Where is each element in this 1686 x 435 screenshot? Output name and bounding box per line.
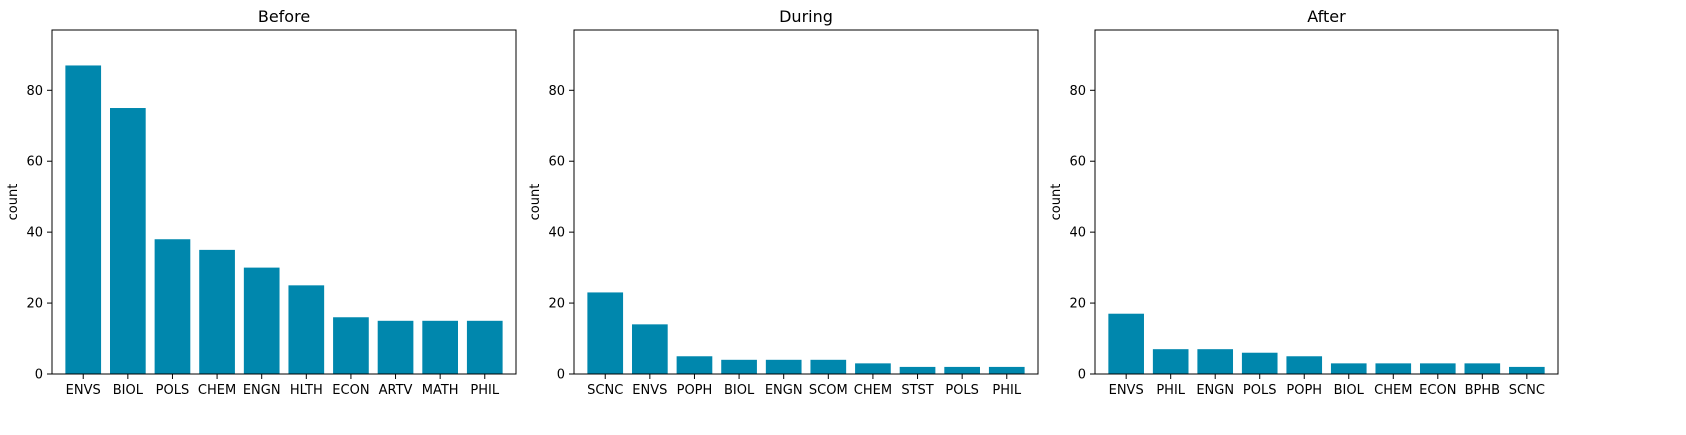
y-tick-label: 40 [548, 226, 565, 241]
y-tick-label: 80 [26, 84, 43, 99]
bar-chem [199, 249, 235, 374]
x-tick-label: BIOL [113, 383, 144, 398]
x-tick-label: SCNC [587, 383, 623, 398]
x-tick-label: ENVS [632, 383, 667, 398]
bar-artv [377, 320, 414, 374]
x-tick-label: POLS [1243, 383, 1277, 398]
y-tick-label: 20 [26, 297, 43, 312]
chart-panel-before: 0 20 40 60 80 ENVS BIOL POLS CHEM ENGN HLTH ECON ART… [6, 7, 517, 398]
bar-hlth [288, 285, 325, 374]
bar-chem [1375, 363, 1412, 374]
x-tick-label: POPH [1286, 383, 1322, 398]
x-tick-label: POLS [945, 383, 979, 398]
y-tick-label: 0 [557, 368, 565, 383]
x-tick-label: ECON [332, 383, 369, 398]
bar-scnc [587, 292, 624, 374]
bar-pols [1241, 352, 1278, 374]
x-tick-label: ENVS [66, 383, 101, 398]
y-tick-label: 0 [35, 368, 43, 383]
bar-bphb [1464, 363, 1501, 374]
bar-biol [110, 108, 146, 375]
x-tick-label: HLTH [290, 383, 323, 398]
bar-biol [1330, 363, 1367, 374]
bar-poph [676, 356, 713, 374]
x-tick-label: STST [901, 383, 933, 398]
y-tick-label: 40 [26, 226, 43, 241]
y-tick-label: 80 [548, 84, 565, 99]
bar-chem [855, 363, 891, 374]
x-tick-label: POLS [156, 383, 190, 398]
bar-envs [1108, 313, 1144, 374]
y-axis-label: count [1049, 184, 1064, 221]
plot-frame [1094, 29, 1559, 375]
bar-pols [944, 366, 980, 374]
x-tick-label: ENVS [1109, 383, 1144, 398]
x-tick-label: BIOL [724, 383, 755, 398]
x-tick-label: BPHB [1465, 383, 1500, 398]
bar-econ [333, 317, 369, 374]
chart-panel-during: 0 20 40 60 80 SCNC ENVS POPH BIOL ENGN SCOM CHEM STS… [528, 7, 1039, 398]
y-axis-label: count [528, 184, 543, 221]
bar-engn [765, 359, 802, 374]
x-tick-label: SCOM [809, 383, 848, 398]
x-tick-label: PHIL [1156, 383, 1185, 398]
bar-poph [1286, 356, 1323, 374]
bar-biol [721, 359, 757, 374]
plot-frame [51, 29, 517, 375]
x-tick-label: CHEM [854, 383, 892, 398]
x-tick-label: ECON [1419, 383, 1456, 398]
chart-title: After [1307, 7, 1346, 26]
x-tick-label: PHIL [470, 383, 499, 398]
bar-math [422, 320, 458, 374]
plot-frame [573, 29, 1039, 375]
y-tick-label: 80 [1069, 84, 1086, 99]
bar-phil [988, 366, 1025, 374]
bar-stst [899, 366, 936, 374]
x-tick-label: ENGN [1196, 383, 1234, 398]
bar-econ [1419, 363, 1456, 374]
x-tick-label: BIOL [1334, 383, 1365, 398]
bar-envs [632, 324, 668, 374]
y-tick-label: 60 [1069, 155, 1086, 170]
x-tick-label: CHEM [1374, 383, 1412, 398]
chart-title: Before [258, 7, 310, 26]
y-tick-label: 60 [26, 155, 43, 170]
bar-phil [1152, 349, 1189, 374]
x-tick-label: ARTV [379, 383, 413, 398]
bar-scom [810, 359, 847, 374]
bar-phil [466, 320, 503, 374]
x-tick-label: SCNC [1509, 383, 1545, 398]
y-axis-label: count [6, 184, 21, 221]
chart-panel-after: 0 20 40 60 80 ENVS PHIL ENGN POLS POPH BIOL CHEM ECO… [1049, 7, 1559, 398]
x-tick-label: MATH [422, 383, 459, 398]
bar-envs [65, 65, 102, 375]
bar-engn [243, 267, 280, 374]
x-tick-label: POPH [677, 383, 713, 398]
bar-scnc [1509, 366, 1545, 374]
y-tick-label: 0 [1078, 368, 1086, 383]
y-tick-label: 20 [1069, 297, 1086, 312]
y-tick-label: 60 [548, 155, 565, 170]
x-tick-label: ENGN [765, 383, 803, 398]
x-tick-label: CHEM [198, 383, 236, 398]
bar-pols [154, 239, 191, 374]
x-tick-label: PHIL [992, 383, 1021, 398]
bar-engn [1197, 349, 1234, 374]
y-tick-label: 20 [548, 297, 565, 312]
x-tick-label: ENGN [243, 383, 281, 398]
y-tick-label: 40 [1069, 226, 1086, 241]
chart-title: During [779, 7, 833, 26]
